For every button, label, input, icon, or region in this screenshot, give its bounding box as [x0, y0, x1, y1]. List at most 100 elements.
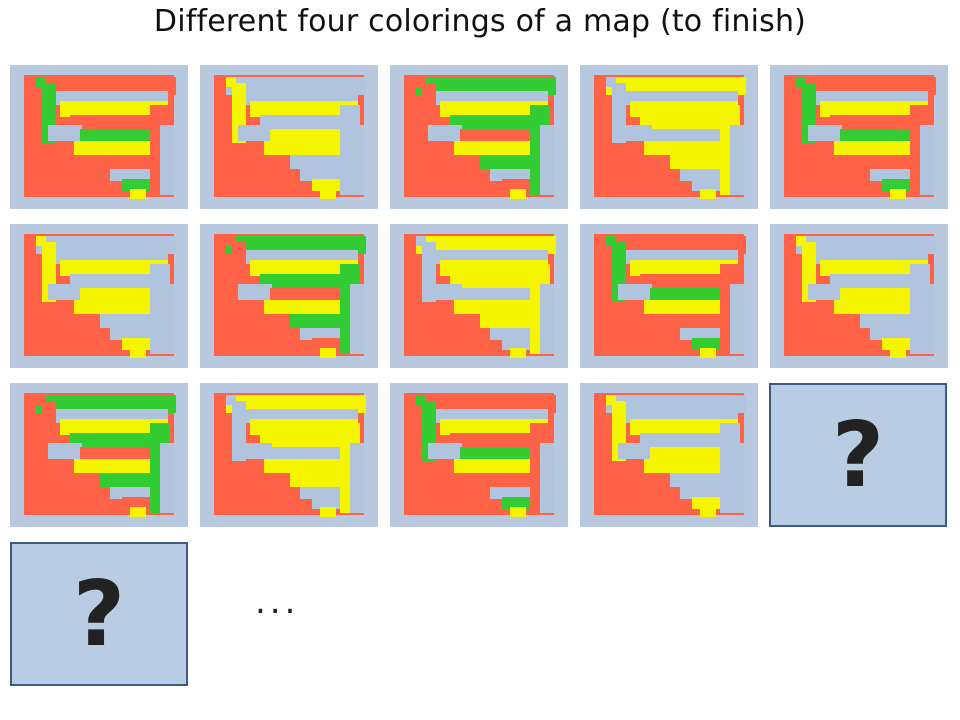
- map-region: [480, 314, 540, 328]
- map-region: [70, 115, 166, 129]
- map-region: [540, 443, 554, 513]
- map-region: [440, 260, 548, 276]
- map-region: [882, 338, 910, 350]
- map-coloring-thumbnail: [200, 224, 378, 368]
- map-region: [300, 328, 344, 340]
- map-region: [416, 77, 426, 87]
- map-region: [300, 487, 344, 499]
- map-region: [606, 236, 616, 246]
- map-region: [250, 260, 358, 276]
- map-region: [226, 395, 236, 405]
- map-region: [260, 433, 356, 447]
- map-region: [650, 288, 734, 302]
- map-region: [796, 236, 936, 254]
- map-region: [260, 115, 356, 129]
- map-region: [618, 125, 652, 141]
- map-region: [290, 314, 350, 328]
- map-region: [110, 487, 154, 499]
- map-region: [110, 328, 154, 340]
- map-region: [700, 507, 716, 517]
- map-coloring-thumbnail: [580, 65, 758, 209]
- map-region: [606, 395, 746, 413]
- map-region: [700, 348, 716, 358]
- map-region: [700, 189, 716, 199]
- map-region: [502, 497, 530, 509]
- map-region: [80, 288, 164, 302]
- map-region: [270, 447, 354, 461]
- map-region: [510, 507, 526, 517]
- map-coloring-thumbnail: [10, 224, 188, 368]
- map-coloring-thumbnail: [770, 65, 948, 209]
- map-region: [820, 101, 928, 117]
- map-region: [36, 395, 176, 413]
- map-region: [490, 328, 534, 340]
- map-region: [350, 443, 364, 513]
- map-region: [502, 179, 530, 191]
- map-region: [618, 284, 652, 300]
- map-drawing: [404, 75, 556, 199]
- map-coloring-thumbnail: [770, 224, 948, 368]
- map-drawing: [594, 75, 746, 199]
- map-region: [80, 129, 164, 143]
- map-region: [110, 169, 154, 181]
- map-region: [80, 447, 164, 461]
- map-region: [160, 125, 174, 195]
- map-region: [890, 189, 906, 199]
- map-region: [644, 459, 730, 473]
- map-region: [226, 236, 236, 246]
- map-region: [692, 338, 720, 350]
- map-region: [350, 125, 364, 195]
- map-region: [416, 236, 426, 246]
- map-region: [606, 77, 616, 87]
- map-region: [460, 447, 544, 461]
- map-region: [226, 236, 366, 254]
- map-region: [630, 260, 738, 276]
- map-region: [920, 284, 934, 354]
- map-region: [260, 274, 356, 288]
- map-region: [350, 284, 364, 354]
- map-region: [630, 101, 738, 117]
- map-region: [270, 129, 354, 143]
- map-region: [796, 236, 806, 246]
- map-region: [640, 115, 736, 129]
- map-drawing: [24, 393, 176, 517]
- map-region: [36, 236, 46, 246]
- ellipsis: ...: [255, 582, 300, 622]
- map-coloring-thumbnail: [390, 65, 568, 209]
- map-region: [238, 443, 272, 459]
- map-region: [300, 169, 344, 181]
- map-region: [630, 419, 738, 435]
- map-region: [48, 443, 82, 459]
- map-region: [490, 487, 534, 499]
- map-region: [428, 284, 462, 300]
- map-region: [490, 169, 534, 181]
- map-region: [796, 77, 806, 87]
- map-region: [480, 155, 540, 169]
- map-region: [450, 274, 546, 288]
- map-region: [100, 314, 160, 328]
- map-region: [692, 179, 720, 191]
- map-region: [264, 459, 350, 473]
- map-region: [428, 443, 462, 459]
- map-coloring-thumbnail: [580, 383, 758, 527]
- map-region: [48, 284, 82, 300]
- map-region: [454, 459, 540, 473]
- map-region: [860, 314, 920, 328]
- map-region: [670, 155, 730, 169]
- map-region: [834, 141, 920, 155]
- map-region: [36, 77, 176, 95]
- map-region: [870, 169, 914, 181]
- map-region: [264, 300, 350, 314]
- map-region: [238, 284, 272, 300]
- map-region: [70, 274, 166, 288]
- map-drawing: [214, 393, 366, 517]
- map-region: [460, 288, 544, 302]
- map-region: [640, 433, 736, 447]
- map-region: [320, 189, 336, 199]
- map-region: [796, 77, 936, 95]
- map-coloring-thumbnail: [10, 383, 188, 527]
- map-drawing: [404, 393, 556, 517]
- map-region: [312, 338, 340, 350]
- map-coloring-thumbnail: [390, 383, 568, 527]
- map-region: [820, 260, 928, 276]
